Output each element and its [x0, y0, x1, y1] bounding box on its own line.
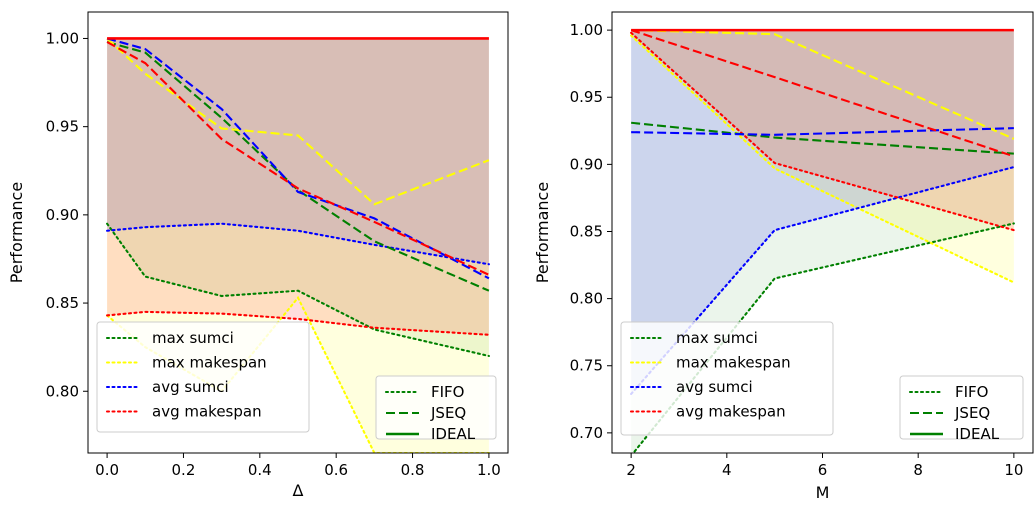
axes-frame — [87, 11, 509, 454]
y-tick-label: 0.80 — [570, 290, 603, 308]
line-max-sumci-jseq — [631, 121, 1014, 155]
x-tick-label: 0.4 — [248, 461, 272, 479]
legend-frame — [620, 321, 834, 436]
y-tick-label: 1.00 — [570, 21, 603, 39]
legend-label: JSEQ — [430, 404, 466, 422]
legend-label: FIFO — [431, 383, 465, 401]
line-avg-sumci-fifo — [106, 222, 490, 266]
legend-label: IDEAL — [955, 425, 1000, 443]
plot-area — [106, 37, 490, 453]
band-avg-sumci — [631, 30, 1014, 394]
legend-algorithms: FIFO JSEQ IDEAL — [375, 375, 497, 443]
y-tick-label: 0.80 — [46, 382, 79, 400]
band-max-sumci — [107, 38, 489, 356]
y-tick-label: 0.95 — [46, 118, 79, 136]
x-tick-label: 4 — [722, 461, 732, 479]
x-tick-label: 1.0 — [477, 461, 501, 479]
line-max-sumci-fifo — [106, 222, 490, 358]
x-tick-label: 0.0 — [95, 461, 119, 479]
legend-label: max makespan — [676, 354, 791, 372]
y-axis-label: Performance — [533, 182, 552, 283]
y-tick-label: 0.85 — [570, 222, 603, 240]
legend-label: avg sumci — [676, 378, 753, 396]
plot-area — [630, 28, 1015, 453]
line-max-makespan-jseq — [106, 37, 490, 206]
line-max-sumci-jseq — [106, 40, 490, 292]
band-avg-makespan — [631, 30, 1014, 231]
line-max-makespan-jseq — [631, 29, 1015, 140]
y-tick-label: 0.90 — [46, 206, 79, 224]
legend-label: max sumci — [152, 329, 234, 347]
legend-label: JSEQ — [954, 404, 990, 422]
legend-algorithms: FIFO JSEQ IDEAL — [899, 375, 1024, 443]
line-avg-makespan-fifo — [630, 31, 1015, 232]
line-max-makespan-fifo — [630, 34, 1015, 284]
y-axis-label: Performance — [7, 182, 26, 283]
legend-label: IDEAL — [431, 425, 476, 443]
y-tick-label: 0.90 — [570, 155, 603, 173]
x-axis-label: Δ — [293, 481, 304, 500]
y-tick-label: 1.00 — [46, 29, 79, 47]
legend-label: max makespan — [152, 354, 267, 372]
line-avg-makespan-jseq — [106, 41, 490, 276]
y-tick-label: 0.70 — [570, 424, 603, 442]
line-avg-makespan-fifo — [106, 310, 490, 336]
y-tick-label: 0.75 — [570, 357, 603, 375]
x-tick-label: 0.2 — [172, 461, 196, 479]
x-tick-label: 0.8 — [401, 461, 425, 479]
line-avg-sumci-jseq — [106, 37, 490, 280]
x-axis-label: M — [816, 483, 830, 502]
legend-frame — [96, 321, 310, 433]
chart-panel-1: 0.0 0.2 0.4 0.6 0.8 1.0 0.80 0.85 0.90 0.95 1.00 Δ P… — [7, 11, 509, 500]
x-tick-label: 10 — [1004, 461, 1023, 479]
y-tick-label: 0.95 — [570, 88, 603, 106]
legend-label: avg makespan — [676, 403, 786, 421]
x-tick-label: 0.6 — [324, 461, 348, 479]
legend-metrics: max sumci max makespan avg sumci avg makesp… — [96, 321, 310, 433]
legend-frame — [899, 375, 1024, 440]
x-tick-label: 6 — [818, 461, 828, 479]
band-avg-makespan — [107, 38, 489, 335]
line-avg-makespan-jseq — [630, 29, 1015, 158]
y-tick-label: 0.85 — [46, 294, 79, 312]
legend-frame — [375, 375, 497, 440]
x-tick-label: 2 — [626, 461, 636, 479]
legend-label: avg makespan — [152, 403, 262, 421]
legend-label: FIFO — [955, 383, 989, 401]
x-tick-label: 8 — [913, 461, 923, 479]
band-max-sumci — [631, 30, 1014, 453]
legend-metrics: max sumci max makespan avg sumci avg makesp… — [620, 321, 834, 436]
band-max-makespan — [631, 30, 1014, 283]
legend-label: avg sumci — [152, 378, 229, 396]
chart-panel-2: 2 4 6 8 10 0.70 0.75 0.80 0.85 0.90 0.95 1.00 M Perfo… — [533, 11, 1034, 502]
legend-label: max sumci — [676, 329, 758, 347]
